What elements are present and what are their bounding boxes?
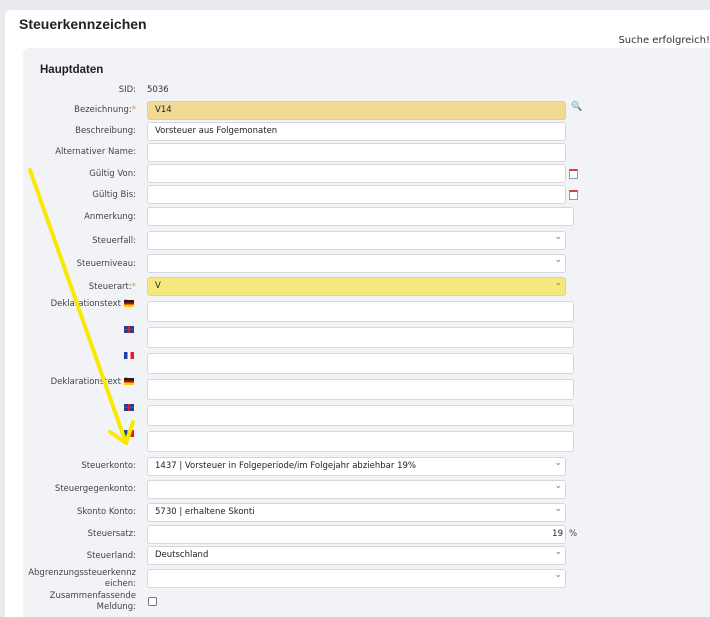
alt-name-input[interactable] xyxy=(147,143,566,162)
dekl2-fr-textarea[interactable] xyxy=(147,431,574,452)
steuerkonto-label: Steuerkonto: xyxy=(81,461,136,471)
flag-de-icon xyxy=(124,300,134,307)
steuergegenkonto-label: Steuergegenkonto: xyxy=(54,484,136,494)
steuerkonto-select[interactable]: 1437 | Vorsteuer in Folgeperiode/im Folg… xyxy=(147,455,566,476)
status-message: Suche erfolgreich! xyxy=(618,35,710,46)
steuerfall-select[interactable] xyxy=(147,229,566,250)
page-title: Steuerkennzeichen xyxy=(19,16,147,32)
gueltig-bis-label: Gültig Bis: xyxy=(92,190,136,200)
calendar-icon[interactable] xyxy=(569,190,578,200)
zm-checkbox[interactable] xyxy=(148,597,157,606)
steuerart-label: Steuerart:* xyxy=(88,282,136,292)
steuersatz-label: Steuersatz: xyxy=(87,529,136,539)
dekl2-en-textarea[interactable] xyxy=(147,405,574,426)
abgrenzung-label: Abgrenzungssteuerkennz eichen: xyxy=(28,568,136,589)
percent-unit: % xyxy=(569,529,578,539)
beschreibung-label: Beschreibung: xyxy=(75,126,136,136)
search-icon[interactable]: 🔍 xyxy=(571,102,583,112)
bezeichnung-label: Bezeichnung:* xyxy=(74,105,136,115)
flag-gb-icon xyxy=(124,404,134,411)
steuersatz-input[interactable]: 19 xyxy=(147,525,566,544)
steuergegenkonto-select[interactable] xyxy=(147,478,566,499)
steuerniveau-select[interactable] xyxy=(147,252,566,273)
dekl1-fr-textarea[interactable] xyxy=(147,353,574,374)
flag-fr-icon xyxy=(124,352,134,359)
abgrenzung-select[interactable] xyxy=(147,567,566,588)
bezeichnung-input[interactable]: V14 xyxy=(147,101,566,120)
gueltig-von-input[interactable] xyxy=(147,164,566,183)
gueltig-von-label: Gültig Von: xyxy=(89,169,136,179)
anmerkung-input[interactable] xyxy=(147,207,574,226)
sid-label: SID: xyxy=(118,85,136,95)
flag-de-icon xyxy=(124,378,134,385)
sid-value: 5036 xyxy=(147,85,169,95)
dekl1-de-textarea[interactable] xyxy=(147,301,574,322)
dekl2-de-textarea[interactable] xyxy=(147,379,574,400)
steuerart-select[interactable]: V xyxy=(147,275,566,296)
skonto-label: Skonto Konto: xyxy=(77,507,136,517)
skonto-select[interactable]: 5730 | erhaltene Skonti xyxy=(147,501,566,522)
dekl2-label: Deklarationstext 2: xyxy=(50,377,132,387)
dekl1-en-textarea[interactable] xyxy=(147,327,574,348)
steuerfall-label: Steuerfall: xyxy=(92,236,136,246)
calendar-icon[interactable] xyxy=(569,169,578,179)
steuerland-select[interactable]: Deutschland xyxy=(147,544,566,565)
gueltig-bis-input[interactable] xyxy=(147,185,566,204)
steuerland-label: Steuerland: xyxy=(86,551,136,561)
alt-name-label: Alternativer Name: xyxy=(55,147,136,157)
zm-label: Zusammenfassende Meldung: xyxy=(49,591,136,612)
beschreibung-input[interactable]: Vorsteuer aus Folgemonaten xyxy=(147,122,566,141)
flag-gb-icon xyxy=(124,326,134,333)
section-title: Hauptdaten xyxy=(40,64,104,76)
dekl1-label: Deklarationstext 1: xyxy=(50,299,132,309)
anmerkung-label: Anmerkung: xyxy=(84,212,136,222)
steuerniveau-label: Steuerniveau: xyxy=(76,259,136,269)
